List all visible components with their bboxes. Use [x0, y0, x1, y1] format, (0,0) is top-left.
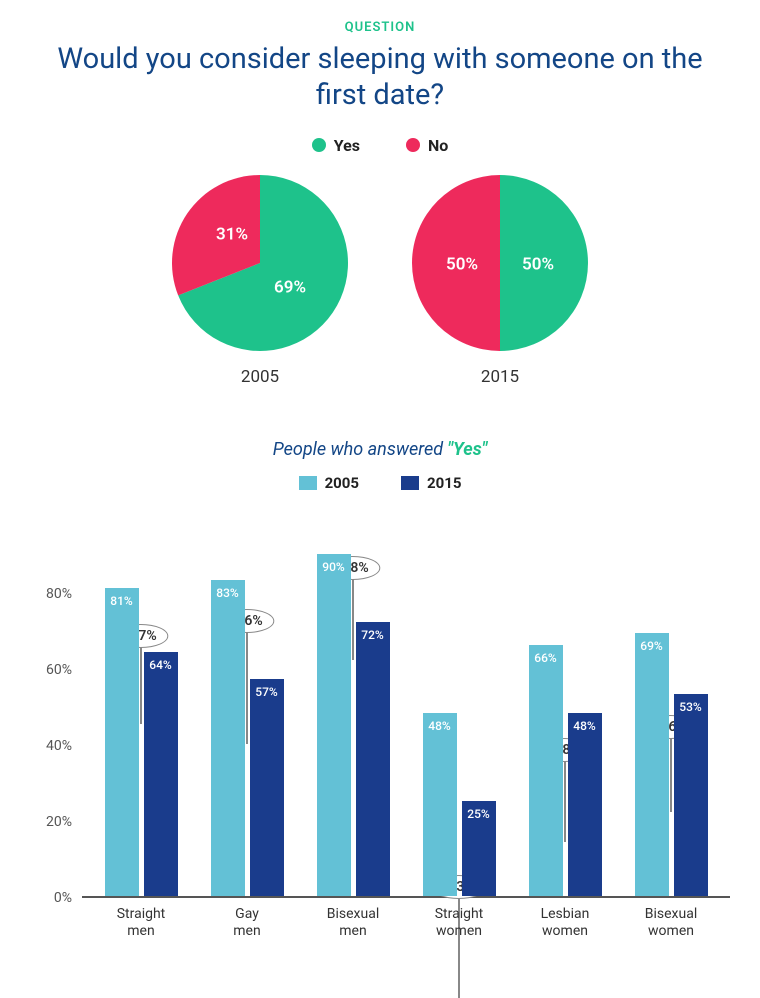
bar-2015: 48% [568, 713, 602, 895]
legend-label-no: No [428, 136, 448, 155]
legend-label-yes: Yes [334, 136, 360, 155]
bar-2015: 25% [462, 801, 496, 896]
bar-2015: 72% [356, 622, 390, 896]
x-label: Bisexualwomen [630, 906, 712, 941]
pie-year-label: 2015 [410, 367, 590, 387]
delta-connector [458, 887, 460, 998]
delta-connector [564, 750, 566, 842]
swatch-yes [312, 138, 326, 152]
pie-charts: 69% 31% 2005 50% 50% 2015 [30, 173, 730, 387]
bar-group: -23% 48% 25% [418, 713, 500, 895]
pie-chart-2005: 69% 31% 2005 [170, 173, 350, 387]
pie-label-no: 50% [446, 254, 478, 274]
bar-2005: 81% [105, 588, 139, 896]
bar-value-2005: 69% [635, 639, 669, 653]
pie-legend: Yes No [30, 136, 730, 155]
page-title: Would you consider sleeping with someone… [30, 41, 730, 114]
x-label: Straightwomen [418, 906, 500, 941]
bar-chart: 0%20%40%60%80% -17% 81% 64% -26% 83% 57%… [30, 518, 730, 898]
legend-item-2005: 2005 [299, 474, 359, 492]
bar-group: -18% 66% 48% [524, 645, 606, 896]
pie-year-label: 2005 [170, 367, 350, 387]
y-axis: 0%20%40%60%80% [30, 518, 82, 898]
x-axis-labels: Straightmen Gaymen Bisexualmen Straightwome… [82, 906, 730, 941]
bar-group: -17% 81% 64% [100, 588, 182, 896]
bar-2015: 53% [674, 694, 708, 895]
legend-item-yes: Yes [312, 136, 360, 155]
bar-value-2015: 72% [356, 628, 390, 642]
bar-group: -16% 69% 53% [630, 633, 712, 895]
x-label: Lesbianwomen [524, 906, 606, 941]
legend-item-2015: 2015 [401, 474, 461, 492]
delta-connector [670, 727, 672, 812]
y-tick: 0% [54, 890, 72, 906]
bar-2015: 57% [250, 679, 284, 896]
y-tick: 60% [46, 662, 72, 678]
bar-value-2015: 64% [144, 658, 178, 672]
legend-label-2005: 2005 [325, 474, 359, 492]
plot-area: -17% 81% 64% -26% 83% 57% -18% 90% 72% -… [82, 518, 730, 898]
pie-svg: 50% 50% [410, 173, 590, 353]
y-tick: 40% [46, 738, 72, 754]
legend-label-2015: 2015 [427, 474, 461, 492]
bar-subtitle: People who answered "Yes" [30, 439, 730, 460]
swatch-2015 [401, 476, 419, 490]
bar-2005: 66% [529, 645, 563, 896]
bar-value-2005: 48% [423, 719, 457, 733]
bar-legend: 2005 2015 [30, 474, 730, 492]
x-label: Gaymen [206, 906, 288, 941]
bar-value-2015: 25% [462, 807, 496, 821]
question-label: QUESTION [30, 20, 730, 35]
bar-value-2005: 81% [105, 594, 139, 608]
x-label: Bisexualmen [312, 906, 394, 941]
subtitle-yes: "Yes" [447, 439, 487, 460]
subtitle-prefix: People who answered [273, 439, 448, 460]
bar-group: -18% 90% 72% [312, 554, 394, 896]
delta-connector [352, 568, 354, 660]
swatch-2005 [299, 476, 317, 490]
bar-value-2015: 57% [250, 685, 284, 699]
pie-chart-2015: 50% 50% 2015 [410, 173, 590, 387]
legend-item-no: No [406, 136, 448, 155]
bar-value-2005: 66% [529, 651, 563, 665]
pie-label-yes: 50% [522, 254, 554, 274]
bar-2005: 90% [317, 554, 351, 896]
swatch-no [406, 138, 420, 152]
bar-value-2005: 83% [211, 586, 245, 600]
bar-value-2015: 53% [674, 700, 708, 714]
bar-2005: 83% [211, 580, 245, 895]
bar-group: -26% 83% 57% [206, 580, 288, 895]
pie-label-no: 31% [216, 224, 248, 244]
delta-connector [246, 621, 248, 744]
bar-value-2015: 48% [568, 719, 602, 733]
bar-value-2005: 90% [317, 560, 351, 574]
pie-label-yes: 69% [274, 277, 306, 297]
bar-2005: 69% [635, 633, 669, 895]
x-label: Straightmen [100, 906, 182, 941]
bar-groups: -17% 81% 64% -26% 83% 57% -18% 90% 72% -… [82, 518, 730, 896]
y-tick: 20% [46, 814, 72, 830]
y-tick: 80% [46, 586, 72, 602]
delta-connector [140, 636, 142, 725]
bar-2005: 48% [423, 713, 457, 895]
pie-svg: 69% 31% [170, 173, 350, 353]
bar-2015: 64% [144, 652, 178, 895]
